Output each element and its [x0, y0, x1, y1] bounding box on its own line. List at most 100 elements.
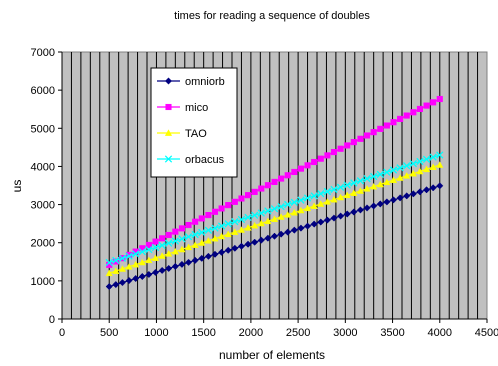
data-point — [204, 252, 212, 260]
legend-label: TAO — [185, 128, 207, 140]
data-point — [217, 232, 226, 240]
data-point — [204, 237, 213, 244]
data-point — [422, 165, 431, 173]
data-point — [323, 198, 332, 205]
data-point — [245, 192, 252, 199]
data-point — [270, 205, 279, 213]
data-point — [158, 241, 166, 249]
data-point — [184, 233, 193, 241]
legend-label: orbacus — [185, 154, 225, 166]
data-point — [145, 241, 152, 248]
data-point — [291, 168, 298, 176]
data-point — [125, 263, 133, 270]
data-point — [211, 234, 219, 242]
data-point — [297, 224, 305, 232]
data-point — [151, 254, 160, 261]
data-point — [257, 236, 265, 244]
data-point — [185, 258, 193, 266]
data-point — [244, 224, 252, 231]
data-point — [191, 256, 199, 264]
data-point — [198, 254, 206, 262]
data-point — [105, 258, 113, 267]
data-point — [436, 161, 444, 168]
data-point — [211, 224, 219, 232]
y-tick-label: 4000 — [31, 161, 55, 173]
data-point — [364, 132, 371, 139]
data-point — [284, 172, 291, 179]
data-point — [370, 172, 378, 181]
x-tick-label: 500 — [100, 327, 118, 339]
y-ticks: 0 1000 2000 3000 4000 5000 6000 7000 — [31, 47, 62, 326]
legend-marker — [164, 129, 173, 136]
data-point — [211, 208, 219, 215]
data-point — [376, 170, 384, 179]
data-point — [403, 112, 410, 119]
legend: omniorb mico TAO orbacus — [150, 67, 238, 178]
data-point — [436, 95, 443, 103]
data-point — [317, 200, 325, 207]
data-point — [198, 228, 206, 237]
data-point — [251, 188, 258, 195]
data-point — [436, 182, 444, 190]
data-point — [271, 178, 278, 185]
data-point — [330, 214, 338, 222]
data-point — [165, 250, 173, 257]
data-point — [237, 215, 246, 224]
data-point — [284, 211, 292, 218]
data-point — [350, 208, 358, 216]
data-point — [145, 245, 153, 254]
data-point — [383, 198, 391, 206]
y-tick-label: 2000 — [31, 238, 55, 250]
data-point — [310, 192, 318, 200]
data-point — [158, 252, 166, 259]
data-point — [238, 195, 245, 202]
data-point — [165, 239, 173, 247]
x-axis-label: number of elements — [219, 348, 325, 362]
axes: 0 500 1000 1500 2000 2500 3000 3500 4000 4500 0 10… — [31, 47, 498, 339]
data-point — [376, 200, 384, 208]
data-point — [178, 225, 185, 232]
series-mico — [106, 95, 443, 268]
data-point — [171, 237, 179, 245]
data-point — [389, 166, 398, 174]
data-point — [436, 151, 444, 159]
data-point — [304, 222, 312, 230]
data-point — [178, 235, 186, 243]
data-point — [311, 158, 318, 166]
data-point — [303, 204, 312, 212]
data-point — [290, 198, 298, 206]
data-point — [370, 129, 377, 136]
data-point — [112, 281, 120, 289]
data-point — [297, 165, 304, 172]
data-point — [244, 240, 252, 248]
data-point — [383, 168, 391, 176]
data-point — [357, 135, 364, 142]
data-point — [278, 175, 285, 182]
data-point — [138, 272, 146, 281]
x-tick-label: 4000 — [428, 327, 452, 339]
data-point — [356, 187, 365, 194]
data-point — [132, 274, 140, 283]
data-point — [178, 245, 186, 253]
data-point — [363, 204, 371, 212]
x-tick-label: 1000 — [144, 327, 168, 339]
data-point — [145, 270, 153, 279]
data-point — [337, 212, 345, 220]
data-point — [416, 167, 424, 175]
data-point — [336, 183, 345, 191]
data-point — [158, 266, 166, 275]
data-point — [218, 248, 226, 256]
data-point — [396, 174, 404, 181]
data-point — [336, 193, 345, 201]
data-point — [290, 208, 298, 216]
data-point — [112, 256, 120, 265]
legend-item-omniorb: omniorb — [157, 76, 225, 88]
x-tick-label: 0 — [59, 327, 65, 339]
data-point — [192, 218, 199, 225]
data-point — [330, 149, 338, 156]
legend-label: omniorb — [185, 76, 225, 88]
data-point — [389, 196, 398, 204]
data-point — [303, 194, 312, 202]
data-point — [125, 252, 133, 260]
data-point — [330, 185, 338, 194]
